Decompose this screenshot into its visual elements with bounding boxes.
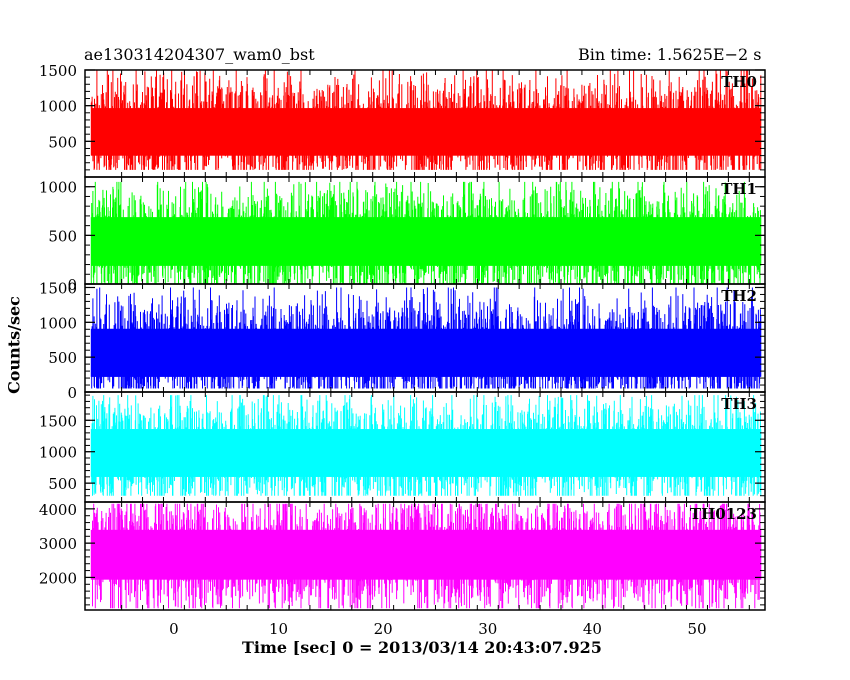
chart-title-right: Bin time: 1.5625E−2 s — [578, 45, 762, 64]
series-th0123-band — [91, 529, 761, 580]
panel-frame — [84, 501, 766, 611]
x-tick-label: 30 — [478, 620, 497, 638]
x-tick-label: 10 — [269, 620, 288, 638]
y-tick-label: 4000 — [39, 501, 77, 519]
series-th0-band — [91, 108, 761, 156]
y-tick-label: 2000 — [39, 569, 77, 587]
x-axis-label: Time [sec] 0 = 2013/03/14 20:43:07.925 — [242, 638, 602, 657]
y-tick-label: 1500 — [39, 62, 77, 80]
y-tick-label: 1500 — [39, 279, 77, 297]
y-tick-label: 0 — [67, 276, 77, 294]
y-tick-label: 0 — [67, 384, 77, 402]
panel-th2: 0 500 1000 1500 TH2 — [39, 279, 766, 402]
y-tick-label: 1500 — [39, 412, 77, 430]
x-tick-label: 50 — [687, 620, 706, 638]
panel-th0: 500 1000 1500 TH0 — [39, 62, 766, 178]
panel-label: TH2 — [721, 287, 757, 305]
panel-th1: 0 500 1000 TH1 — [39, 176, 766, 294]
x-tick-label: 40 — [583, 620, 602, 638]
y-axis-label: Counts/sec — [4, 296, 24, 394]
series-th2-band — [91, 328, 761, 377]
x-tick-label: 20 — [374, 620, 393, 638]
y-tick-label: 1000 — [39, 314, 77, 332]
series-th1-band — [91, 217, 761, 266]
y-tick-label: 1000 — [39, 98, 77, 116]
y-tick-label: 1000 — [39, 179, 77, 197]
y-tick-label: 500 — [48, 475, 77, 493]
y-tick-label: 500 — [48, 227, 77, 245]
panel-th0123: 2000 3000 4000 TH0123 — [39, 501, 766, 611]
panel-label: TH0 — [721, 73, 757, 91]
series-th3-band — [91, 429, 761, 477]
y-tick-label: 3000 — [39, 535, 77, 553]
y-tick-label: 500 — [48, 133, 77, 151]
panel-label: TH0123 — [690, 505, 757, 523]
panel-th3: 500 1000 1500 TH3 — [39, 391, 766, 503]
y-tick-label: 1000 — [39, 444, 77, 462]
y-tick-label: 500 — [48, 349, 77, 367]
x-tick-label: 0 — [169, 620, 179, 638]
panel-label: TH3 — [721, 395, 757, 413]
chart-title-left: ae130314204307_wam0_bst — [84, 45, 315, 64]
panel-label: TH1 — [721, 180, 757, 198]
